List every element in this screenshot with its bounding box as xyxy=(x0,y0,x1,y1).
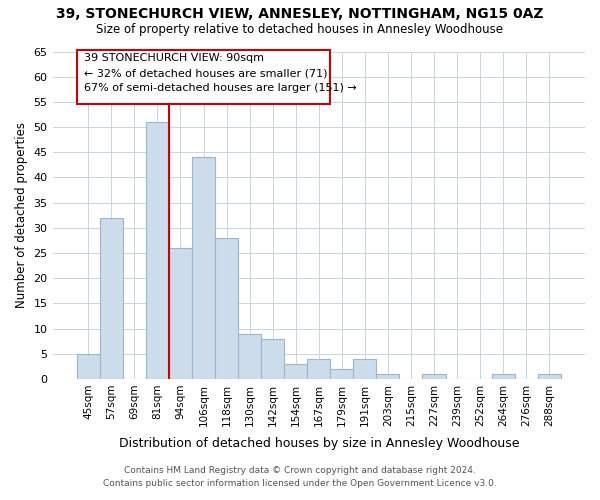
Text: ← 32% of detached houses are smaller (71): ← 32% of detached houses are smaller (71… xyxy=(83,68,327,78)
Text: Size of property relative to detached houses in Annesley Woodhouse: Size of property relative to detached ho… xyxy=(97,22,503,36)
Bar xyxy=(192,158,215,379)
Bar xyxy=(330,369,353,379)
FancyBboxPatch shape xyxy=(77,50,330,104)
Text: 39 STONECHURCH VIEW: 90sqm: 39 STONECHURCH VIEW: 90sqm xyxy=(83,53,263,63)
Bar xyxy=(376,374,400,379)
Y-axis label: Number of detached properties: Number of detached properties xyxy=(15,122,28,308)
Bar xyxy=(422,374,446,379)
Text: 39, STONECHURCH VIEW, ANNESLEY, NOTTINGHAM, NG15 0AZ: 39, STONECHURCH VIEW, ANNESLEY, NOTTINGH… xyxy=(56,8,544,22)
Bar xyxy=(307,359,330,379)
Bar xyxy=(146,122,169,379)
Bar xyxy=(215,238,238,379)
Bar xyxy=(353,359,376,379)
Text: 67% of semi-detached houses are larger (151) →: 67% of semi-detached houses are larger (… xyxy=(83,83,356,93)
Bar xyxy=(491,374,515,379)
Bar xyxy=(169,248,192,379)
Bar xyxy=(77,354,100,379)
Bar xyxy=(538,374,561,379)
Bar xyxy=(261,338,284,379)
Bar xyxy=(238,334,261,379)
Bar xyxy=(100,218,123,379)
Bar xyxy=(284,364,307,379)
Text: Contains HM Land Registry data © Crown copyright and database right 2024.
Contai: Contains HM Land Registry data © Crown c… xyxy=(103,466,497,487)
X-axis label: Distribution of detached houses by size in Annesley Woodhouse: Distribution of detached houses by size … xyxy=(119,437,519,450)
